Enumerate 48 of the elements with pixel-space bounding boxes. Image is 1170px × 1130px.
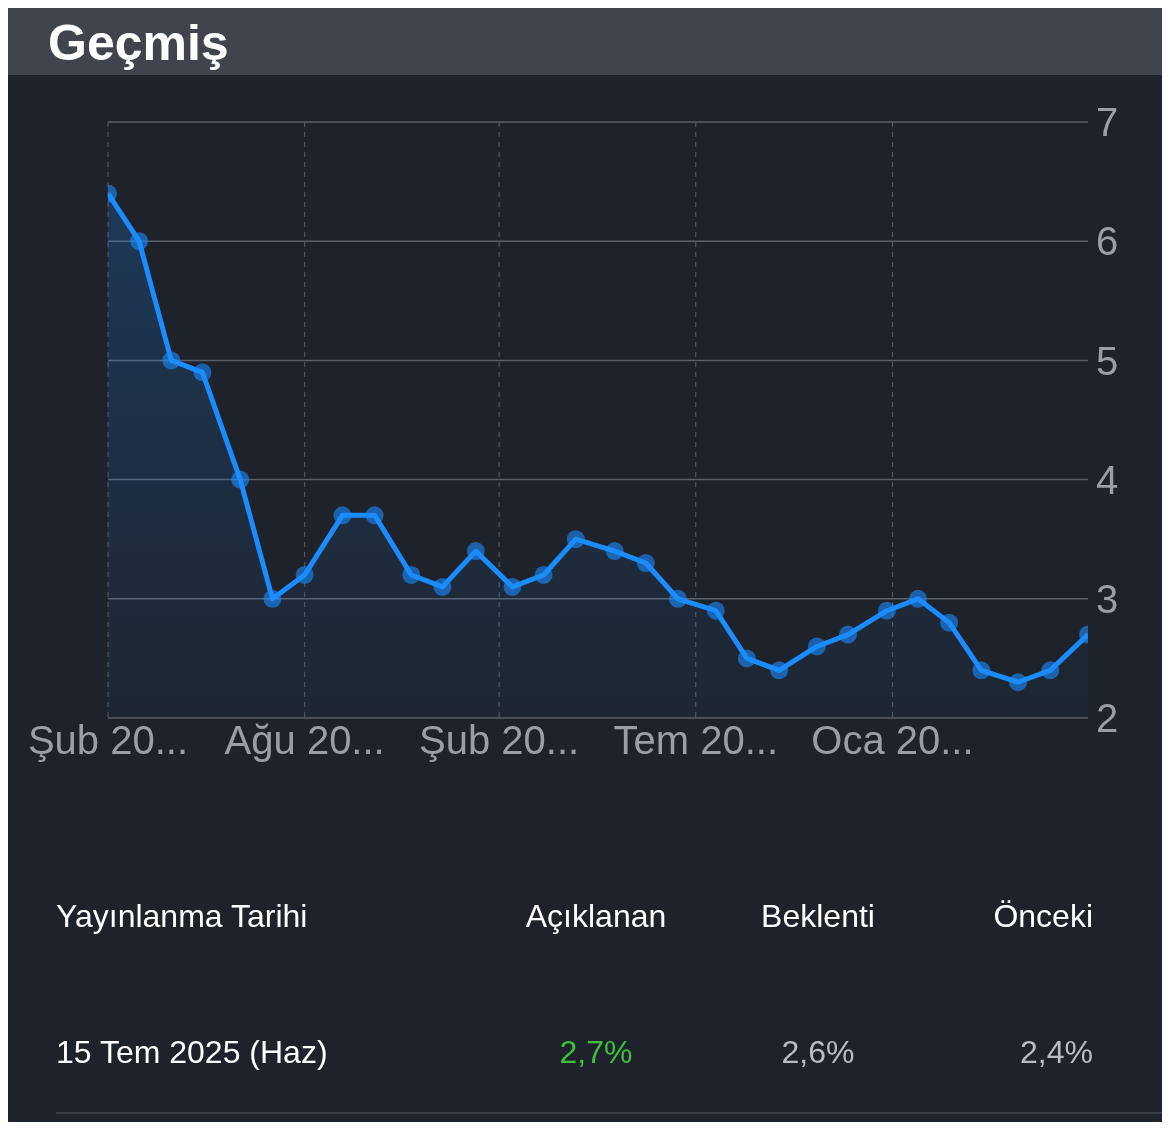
point (972, 661, 991, 680)
point (770, 661, 789, 680)
chart-title: Geçmiş (48, 14, 229, 72)
point (503, 577, 522, 596)
point (231, 470, 250, 489)
point (193, 363, 212, 382)
point (839, 625, 857, 644)
point (162, 351, 181, 370)
point (1009, 673, 1027, 692)
point (534, 565, 553, 584)
point (636, 554, 655, 573)
point (295, 565, 314, 584)
text: Yayınlanma Tarihi (56, 898, 308, 935)
y-tick-label: 4 (1096, 457, 1119, 502)
point (737, 649, 756, 668)
point (433, 577, 452, 596)
x-tick-label: Şub 20... (27, 718, 189, 763)
point (669, 589, 687, 608)
point (877, 601, 896, 620)
point (365, 506, 384, 525)
x-tick-label: Ağu 20... (224, 718, 385, 763)
point (1041, 661, 1060, 680)
point (706, 601, 725, 620)
text: 2,7% (558, 1034, 634, 1071)
point (909, 589, 927, 608)
y-tick-label: 7 (1096, 100, 1119, 145)
x-tick-label: Tem 20... (613, 718, 779, 763)
point (605, 542, 624, 561)
text: 2,4% (1019, 1034, 1093, 1071)
y-tick-label: 5 (1096, 338, 1119, 383)
point (940, 613, 959, 632)
y-tick-label: 2 (1096, 696, 1119, 741)
text: Beklenti (760, 898, 876, 935)
text: Açıklanan (524, 898, 668, 935)
x-tick-label: Şub 20... (419, 718, 580, 763)
text: 15 Tem 2025 (Haz) (56, 1034, 328, 1071)
y-tick-label: 6 (1096, 219, 1119, 264)
point (333, 506, 352, 525)
point (807, 637, 826, 656)
text: 2,6% (780, 1034, 856, 1071)
point (566, 530, 585, 549)
point (466, 542, 485, 561)
y-tick-label: 3 (1096, 577, 1119, 621)
text: Önceki (992, 898, 1093, 935)
point (263, 589, 282, 608)
point (402, 565, 421, 584)
x-tick-label: Oca 20... (811, 718, 974, 763)
point (130, 232, 149, 251)
